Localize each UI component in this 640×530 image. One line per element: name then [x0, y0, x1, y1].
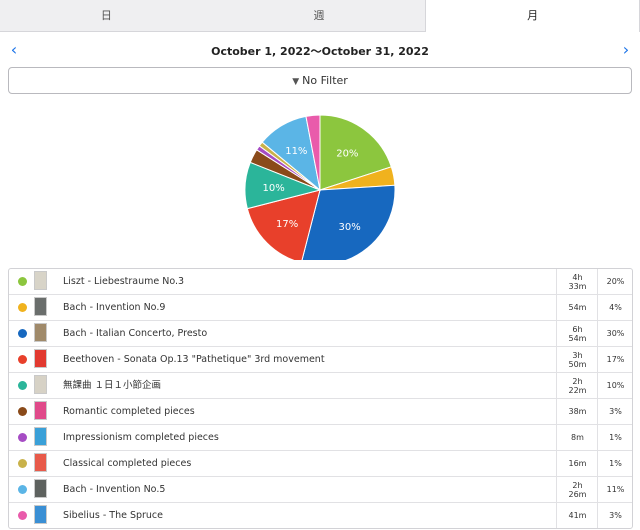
color-dot-icon [18, 277, 27, 286]
piece-title: Bach - Italian Concerto, Presto [63, 328, 208, 339]
date-range-title: October 1, 2022～October 31, 2022 [211, 45, 429, 58]
score-thumbnail [34, 427, 47, 446]
pieces-table: Liszt - Liebestraume No.3 4h 33m 20% Bach -… [8, 268, 633, 529]
score-thumbnail [34, 375, 47, 394]
score-thumbnail [34, 505, 47, 524]
color-dot-icon [18, 511, 27, 520]
score-thumbnail [34, 323, 47, 342]
score-thumbnail [34, 349, 47, 368]
color-dot-icon [18, 485, 27, 494]
practice-time: 54m [556, 295, 598, 320]
color-dot-icon [18, 459, 27, 468]
piece-title: Bach - Invention No.5 [63, 484, 166, 495]
pie-chart: 20% 30% 17% 10% 11% [230, 100, 410, 260]
tab-month[interactable]: 月 [425, 0, 640, 32]
table-row[interactable]: Sibelius - The Spruce 41m 3% [9, 503, 632, 528]
score-thumbnail [34, 271, 47, 290]
color-dot-icon [18, 433, 27, 442]
pie-slice-label: 20% [336, 148, 358, 159]
practice-time: 4h 33m [556, 269, 598, 294]
pie-slice-label: 10% [262, 183, 284, 194]
date-navigation: ‹ October 1, 2022～October 31, 2022 › [0, 38, 640, 64]
percentage: 4% [597, 295, 633, 320]
percentage: 1% [597, 425, 633, 450]
chevron-right-icon[interactable]: › [622, 40, 630, 59]
piece-title: 無課曲 １日１小節企画 [63, 380, 162, 391]
practice-time: 2h 22m [556, 373, 598, 398]
percentage: 20% [597, 269, 633, 294]
table-row[interactable]: Romantic completed pieces 38m 3% [9, 399, 632, 425]
score-thumbnail [34, 479, 47, 498]
pie-slice [319, 114, 392, 191]
color-dot-icon [18, 329, 27, 338]
table-row[interactable]: Beethoven - Sonata Op.13 "Pathetique" 3r… [9, 347, 632, 373]
color-dot-icon [18, 355, 27, 364]
score-thumbnail [34, 401, 47, 420]
tab-day[interactable]: 日 [100, 9, 112, 22]
percentage: 3% [597, 399, 633, 424]
table-row[interactable]: Bach - Invention No.9 54m 4% [9, 295, 632, 321]
table-row[interactable]: Classical completed pieces 16m 1% [9, 451, 632, 477]
practice-time: 41m [556, 503, 598, 528]
practice-time: 38m [556, 399, 598, 424]
percentage: 11% [597, 477, 633, 502]
caret-down-icon: ▼ [292, 77, 300, 87]
percentage: 10% [597, 373, 633, 398]
percentage: 30% [597, 321, 633, 346]
table-row[interactable]: Bach - Invention No.5 2h 26m 11% [9, 477, 632, 503]
table-row[interactable]: 無課曲 １日１小節企画 2h 22m 10% [9, 373, 632, 399]
practice-time: 6h 54m [556, 321, 598, 346]
table-row[interactable]: Liszt - Liebestraume No.3 4h 33m 20% [9, 269, 632, 295]
practice-time: 3h 50m [556, 347, 598, 372]
practice-time: 8m [556, 425, 598, 450]
filter-label: No Filter [302, 74, 348, 87]
score-thumbnail [34, 297, 47, 316]
percentage: 17% [597, 347, 633, 372]
pie-slice [246, 189, 321, 260]
score-thumbnail [34, 453, 47, 472]
table-row[interactable]: Bach - Italian Concerto, Presto 6h 54m 30% [9, 321, 632, 347]
color-dot-icon [18, 407, 27, 416]
tab-week[interactable]: 週 [313, 9, 325, 22]
color-dot-icon [18, 381, 27, 390]
pie-slice-label: 17% [276, 219, 298, 230]
pie-slice [301, 184, 396, 260]
filter-dropdown[interactable]: ▼ No Filter [8, 67, 632, 94]
piece-title: Impressionism completed pieces [63, 432, 219, 443]
color-dot-icon [18, 303, 27, 312]
piece-title: Beethoven - Sonata Op.13 "Pathetique" 3r… [63, 354, 325, 365]
piece-title: Classical completed pieces [63, 458, 192, 469]
pie-slice [305, 114, 321, 191]
practice-time: 2h 26m [556, 477, 598, 502]
piece-title: Sibelius - The Spruce [63, 510, 164, 521]
table-row[interactable]: Impressionism completed pieces 8m 1% [9, 425, 632, 451]
piece-title: Liszt - Liebestraume No.3 [63, 276, 185, 287]
piece-title: Romantic completed pieces [63, 406, 195, 417]
period-tabs: 日 週 月 [0, 0, 640, 32]
pie-slice-label: 11% [285, 146, 307, 157]
percentage: 1% [597, 451, 633, 476]
piece-title: Bach - Invention No.9 [63, 302, 166, 313]
practice-time: 16m [556, 451, 598, 476]
chevron-left-icon[interactable]: ‹ [10, 40, 18, 59]
pie-slice-label: 30% [339, 222, 361, 233]
pie-chart-svg: 20% 30% 17% 10% 11% [244, 114, 396, 260]
percentage: 3% [597, 503, 633, 528]
